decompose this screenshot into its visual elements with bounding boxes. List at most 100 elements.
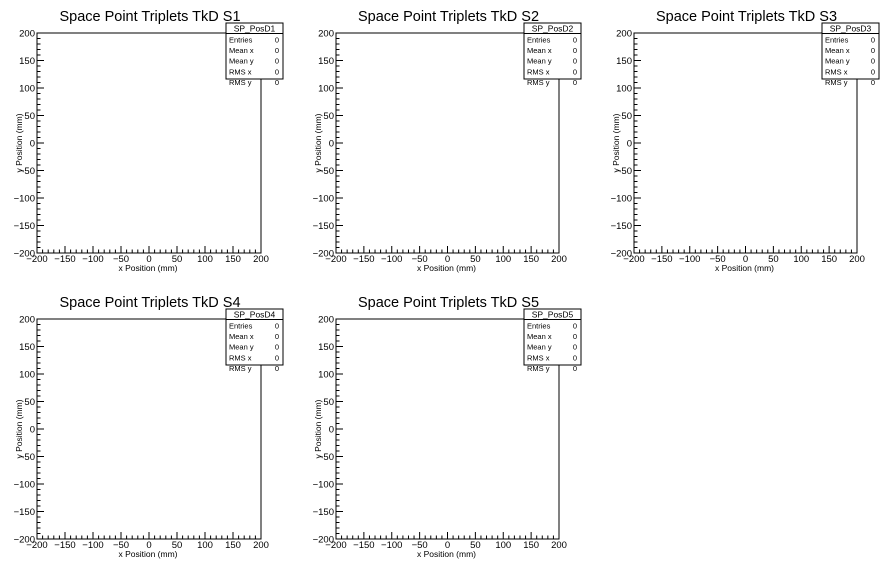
chart-4-stats-label: RMS x [229, 353, 252, 362]
chart-5-stats-value: 0 [573, 332, 577, 341]
chart-2-y-tick-label: 150 [318, 56, 334, 67]
chart-5-stats-label: Entries [527, 322, 551, 331]
chart-1-y-tick-label: 100 [19, 84, 35, 95]
chart-1-stats-value: 0 [275, 57, 279, 66]
chart-2-y-tick-label: −50 [318, 166, 334, 177]
chart-2-y-tick-label: 0 [329, 139, 334, 150]
chart-1-y-tick-label: −100 [14, 194, 35, 205]
chart-3-y-tick-label: 50 [621, 111, 632, 122]
chart-5-y-tick-label: 50 [323, 397, 334, 408]
chart-1-stats-value: 0 [275, 78, 279, 87]
chart-2-panel: Space Point Triplets TkD S2−200 −150 −100−… [313, 9, 582, 273]
chart-5-y-tick-label: −50 [318, 452, 334, 463]
chart-3-y-axis-label: y Position (mm) [611, 113, 621, 172]
chart-3-y-tick-label: −200 [611, 249, 632, 260]
chart-1-x-tick-label: −200 [26, 254, 47, 265]
chart-5-x-tick-label: 200 [551, 540, 567, 551]
chart-4-stats-value: 0 [275, 364, 279, 373]
chart-5-stats-box: SP_PosD5 Entries 0 Mean x 0 Mean y 0 RMS x 0 RMS … [523, 308, 582, 373]
chart-2-stats-value: 0 [573, 46, 577, 55]
chart-4-y-tick-label: −200 [14, 535, 35, 546]
chart-1-x-axis-label: x Position (mm) [118, 263, 177, 273]
chart-1-y-tick-label: 150 [19, 56, 35, 67]
chart-1-stats-label: Mean y [229, 57, 254, 66]
chart-5-stats-value: 0 [573, 364, 577, 373]
chart-3-stats-label: Mean x [825, 46, 850, 55]
chart-2-stats-frame [523, 22, 582, 80]
chart-5-stats-value: 0 [573, 322, 577, 331]
chart-2-stats-value: 0 [573, 57, 577, 66]
chart-4-stats-name: SP_PosD4 [234, 310, 276, 320]
chart-1-y-tick-label: 200 [19, 29, 35, 40]
chart-5-x-tick-label: 50 [470, 540, 481, 551]
chart-1-y-tick-label: −50 [19, 166, 35, 177]
chart-4-x-tick-label: −150 [54, 540, 75, 551]
chart-3-stats-frame [821, 22, 880, 80]
chart-2-stats-label: Mean x [527, 46, 552, 55]
chart-4-stats-value: 0 [275, 332, 279, 341]
chart-4-y-tick-label: 100 [19, 370, 35, 381]
chart-5-y-tick-label: −200 [313, 535, 334, 546]
chart-4-x-tick-label: 100 [197, 540, 213, 551]
chart-3-x-tick-label: 200 [849, 254, 865, 265]
chart-3-stats-value: 0 [871, 46, 875, 55]
chart-5-x-tick-label: 100 [495, 540, 511, 551]
chart-5-stats-name: SP_PosD5 [532, 310, 574, 320]
chart-3-x-axis-label: x Position (mm) [715, 263, 774, 273]
chart-2-y-tick-label: −150 [313, 221, 334, 232]
chart-5-stats-frame [523, 308, 582, 366]
chart-5-x-tick-label: 150 [523, 540, 539, 551]
chart-2-x-axis-label: x Position (mm) [417, 263, 476, 273]
chart-3-x-tick-label: −150 [651, 254, 672, 265]
chart-5-stats-label: Mean y [527, 343, 552, 352]
chart-5-stats-value: 0 [573, 343, 577, 352]
chart-1-y-axis-label: y Position (mm) [14, 113, 24, 172]
chart-2-y-tick-label: 100 [318, 84, 334, 95]
chart-5-x-tick-label: −150 [353, 540, 374, 551]
chart-2-x-tick-label: 200 [551, 254, 567, 265]
chart-3-y-tick-label: −150 [611, 221, 632, 232]
chart-5-y-tick-label: −150 [313, 507, 334, 518]
chart-1-x-tick-label: 200 [253, 254, 269, 265]
chart-1-y-tick-label: 0 [30, 139, 35, 150]
chart-5-x-tick-label: −200 [325, 540, 346, 551]
chart-5-x-tick-label: 0 [445, 540, 450, 551]
chart-5-stats-label: RMS y [527, 364, 550, 373]
chart-1-stats-box: SP_PosD1 Entries 0 Mean x 0 Mean y 0 RMS x 0 RMS … [225, 22, 284, 87]
chart-4-y-tick-label: −50 [19, 452, 35, 463]
chart-3-x-tick-label: 150 [821, 254, 837, 265]
chart-3-x-tick-label: 100 [793, 254, 809, 265]
chart-2-x-tick-label: 0 [445, 254, 450, 265]
chart-2-stats-value: 0 [573, 36, 577, 45]
chart-3-stats-label: RMS x [825, 67, 848, 76]
chart-3-y-tick-label: −50 [616, 166, 632, 177]
chart-3-y-tick-label: 200 [616, 29, 632, 40]
chart-3-stats-name: SP_PosD3 [830, 24, 872, 34]
chart-4-stats-label: RMS y [229, 364, 252, 373]
chart-4-x-tick-label: 50 [172, 540, 183, 551]
chart-1-x-tick-label: −100 [82, 254, 103, 265]
chart-1-panel: Space Point Triplets TkD S1−200 −150 −100−… [14, 9, 284, 273]
chart-4-title: Space Point Triplets TkD S4 [59, 295, 240, 311]
chart-3-stats-value: 0 [871, 57, 875, 66]
chart-1-stats-value: 0 [275, 36, 279, 45]
chart-3-panel: Space Point Triplets TkD S3−200 −150 −100−… [611, 9, 880, 273]
chart-4-y-tick-label: −150 [14, 507, 35, 518]
chart-1-stats-frame [225, 22, 284, 80]
chart-5-x-axis-label: x Position (mm) [417, 549, 476, 559]
chart-2-title: Space Point Triplets TkD S2 [358, 9, 539, 25]
chart-3-y-tick-label: 0 [627, 139, 632, 150]
chart-4-y-tick-label: −100 [14, 480, 35, 491]
chart-3-title: Space Point Triplets TkD S3 [656, 9, 837, 25]
chart-4-x-tick-label: −100 [82, 540, 103, 551]
chart-5-y-axis-label: y Position (mm) [313, 399, 323, 458]
chart-1-stats-label: RMS x [229, 67, 252, 76]
chart-3-stats-value: 0 [871, 36, 875, 45]
chart-2-y-axis-label: y Position (mm) [313, 113, 323, 172]
chart-5-stats-label: Mean x [527, 332, 552, 341]
chart-4-y-tick-label: 200 [19, 315, 35, 326]
chart-4-x-tick-label: −50 [113, 540, 129, 551]
chart-4-stats-box: SP_PosD4 Entries 0 Mean x 0 Mean y 0 RMS x 0 RMS … [225, 308, 284, 373]
chart-3-stats-value: 0 [871, 67, 875, 76]
